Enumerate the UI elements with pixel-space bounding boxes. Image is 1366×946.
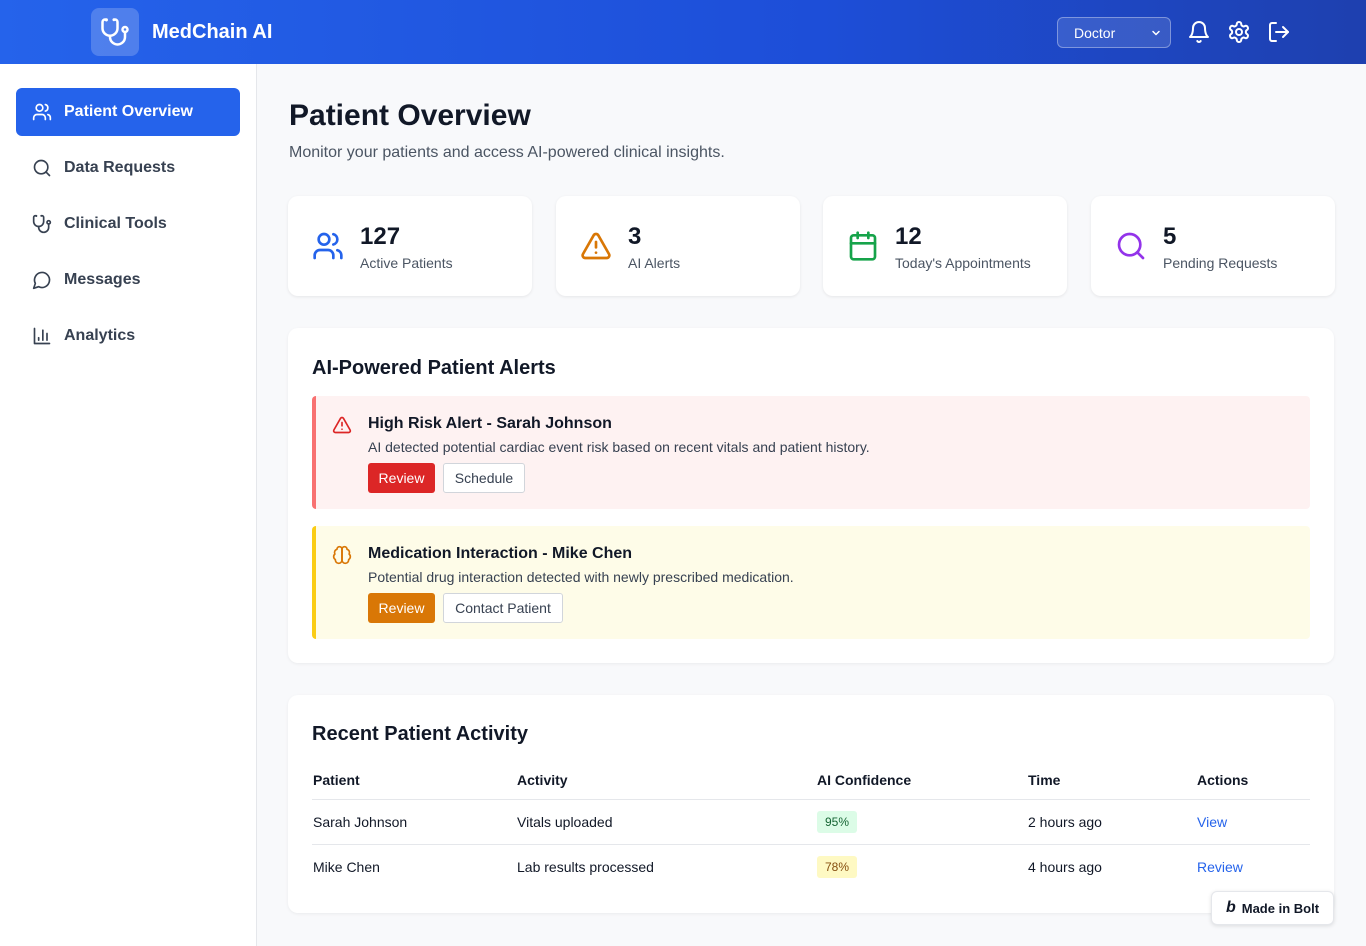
stat-label: Today's Appointments bbox=[895, 255, 1031, 271]
users-icon bbox=[32, 103, 52, 121]
role-select-value: Doctor bbox=[1074, 24, 1116, 41]
alerts-panel: AI-Powered Patient Alerts High Risk Aler… bbox=[288, 328, 1334, 663]
warning-icon bbox=[581, 232, 611, 260]
activity-panel-title: Recent Patient Activity bbox=[312, 723, 528, 745]
page-title: Patient Overview bbox=[289, 99, 531, 132]
sidebar-item-analytics[interactable]: Analytics bbox=[16, 312, 240, 360]
review-button[interactable]: Review bbox=[368, 593, 435, 623]
sidebar-item-label: Data Requests bbox=[64, 159, 176, 176]
stat-label: AI Alerts bbox=[628, 255, 681, 271]
sidebar-item-label: Clinical Tools bbox=[64, 215, 167, 232]
stat-value: 5 bbox=[1163, 223, 1177, 250]
brain-icon bbox=[332, 545, 352, 565]
column-header: Activity bbox=[516, 767, 816, 800]
role-select[interactable]: Doctor bbox=[1057, 17, 1171, 48]
sidebar-item-data-requests[interactable]: Data Requests bbox=[16, 144, 240, 192]
alert-description: AI detected potential cardiac event risk… bbox=[368, 439, 870, 455]
stat-value: 127 bbox=[360, 223, 401, 250]
gear-icon[interactable] bbox=[1227, 20, 1251, 44]
alert-description: Potential drug interaction detected with… bbox=[368, 569, 794, 585]
column-header: Actions bbox=[1196, 767, 1310, 800]
table-row: Mike Chen Lab results processed 78% 4 ho… bbox=[312, 844, 1310, 889]
bolt-badge-label: Made in Bolt bbox=[1241, 900, 1320, 916]
column-header: Time bbox=[1027, 767, 1196, 800]
stethoscope-icon bbox=[32, 214, 52, 234]
column-header: AI Confidence bbox=[816, 767, 1027, 800]
patient-name: Sarah Johnson bbox=[312, 799, 516, 845]
stat-label: Pending Requests bbox=[1163, 255, 1278, 271]
stat-card-ai-alerts: 3 AI Alerts bbox=[556, 196, 800, 296]
stat-card-appointments: 12 Today's Appointments bbox=[823, 196, 1067, 296]
bolt-logo-icon: b bbox=[1225, 899, 1236, 916]
activity-text: Lab results processed bbox=[517, 858, 654, 875]
alerts-panel-title: AI-Powered Patient Alerts bbox=[312, 357, 556, 379]
logout-icon[interactable] bbox=[1267, 20, 1291, 44]
search-icon bbox=[33, 159, 51, 177]
sidebar-item-clinical-tools[interactable]: Clinical Tools bbox=[16, 200, 240, 248]
confidence-badge: 78% bbox=[817, 855, 858, 878]
patient-name: Mike Chen bbox=[313, 858, 380, 875]
schedule-button[interactable]: Schedule bbox=[443, 463, 525, 493]
activity-panel: Recent Patient Activity Patient Activity… bbox=[288, 695, 1334, 913]
app-logo bbox=[91, 8, 139, 56]
page-subtitle: Monitor your patients and access AI-powe… bbox=[289, 144, 725, 161]
alert-title: Medication Interaction - Mike Chen bbox=[368, 545, 633, 562]
table-header-row: Patient Activity AI Confidence Time Acti… bbox=[312, 767, 1310, 800]
search-icon bbox=[1117, 232, 1145, 260]
sidebar-item-patient-overview[interactable]: Patient Overview bbox=[16, 88, 240, 136]
table-row: Sarah Johnson Vitals uploaded 95% 2 hour… bbox=[312, 799, 1310, 845]
warning-icon bbox=[332, 416, 352, 434]
bar-chart-icon bbox=[33, 327, 51, 345]
stat-value: 12 bbox=[895, 223, 922, 250]
app-title: MedChain AI bbox=[152, 21, 273, 43]
activity-text: Vitals uploaded bbox=[516, 799, 816, 845]
stethoscope-icon bbox=[101, 18, 129, 46]
users-icon bbox=[313, 232, 343, 260]
review-button[interactable]: Review bbox=[368, 463, 435, 493]
alert-title: High Risk Alert - Sarah Johnson bbox=[368, 415, 612, 432]
stat-value: 3 bbox=[628, 223, 642, 250]
made-in-bolt-badge[interactable]: b Made in Bolt bbox=[1211, 891, 1334, 925]
column-header: Patient bbox=[312, 767, 516, 800]
message-icon bbox=[32, 271, 51, 290]
contact-patient-button[interactable]: Contact Patient bbox=[443, 593, 563, 623]
stat-card-active-patients: 127 Active Patients bbox=[288, 196, 532, 296]
sidebar-item-label: Messages bbox=[64, 271, 141, 288]
top-header: MedChain AI Doctor bbox=[0, 0, 1366, 64]
confidence-badge: 95% bbox=[817, 810, 858, 833]
sidebar-item-label: Analytics bbox=[64, 327, 136, 344]
time-text: 2 hours ago bbox=[1027, 799, 1196, 845]
sidebar-item-label: Patient Overview bbox=[64, 103, 193, 120]
review-link[interactable]: Review bbox=[1197, 858, 1243, 875]
sidebar-item-messages[interactable]: Messages bbox=[16, 256, 240, 304]
bell-icon[interactable] bbox=[1187, 20, 1211, 44]
calendar-icon bbox=[849, 231, 877, 261]
sidebar: Patient Overview Data Requests Clinical … bbox=[0, 64, 257, 946]
alert-medication-interaction: Medication Interaction - Mike Chen Poten… bbox=[312, 526, 1310, 639]
stat-card-pending-requests: 5 Pending Requests bbox=[1091, 196, 1335, 296]
view-link[interactable]: View bbox=[1197, 813, 1228, 830]
time-text: 4 hours ago bbox=[1028, 858, 1102, 875]
activity-table: Patient Activity AI Confidence Time Acti… bbox=[312, 767, 1310, 889]
stat-label: Active Patients bbox=[360, 255, 453, 271]
chevron-down-icon bbox=[1152, 30, 1160, 36]
alert-high-risk: High Risk Alert - Sarah Johnson AI detec… bbox=[312, 396, 1310, 509]
